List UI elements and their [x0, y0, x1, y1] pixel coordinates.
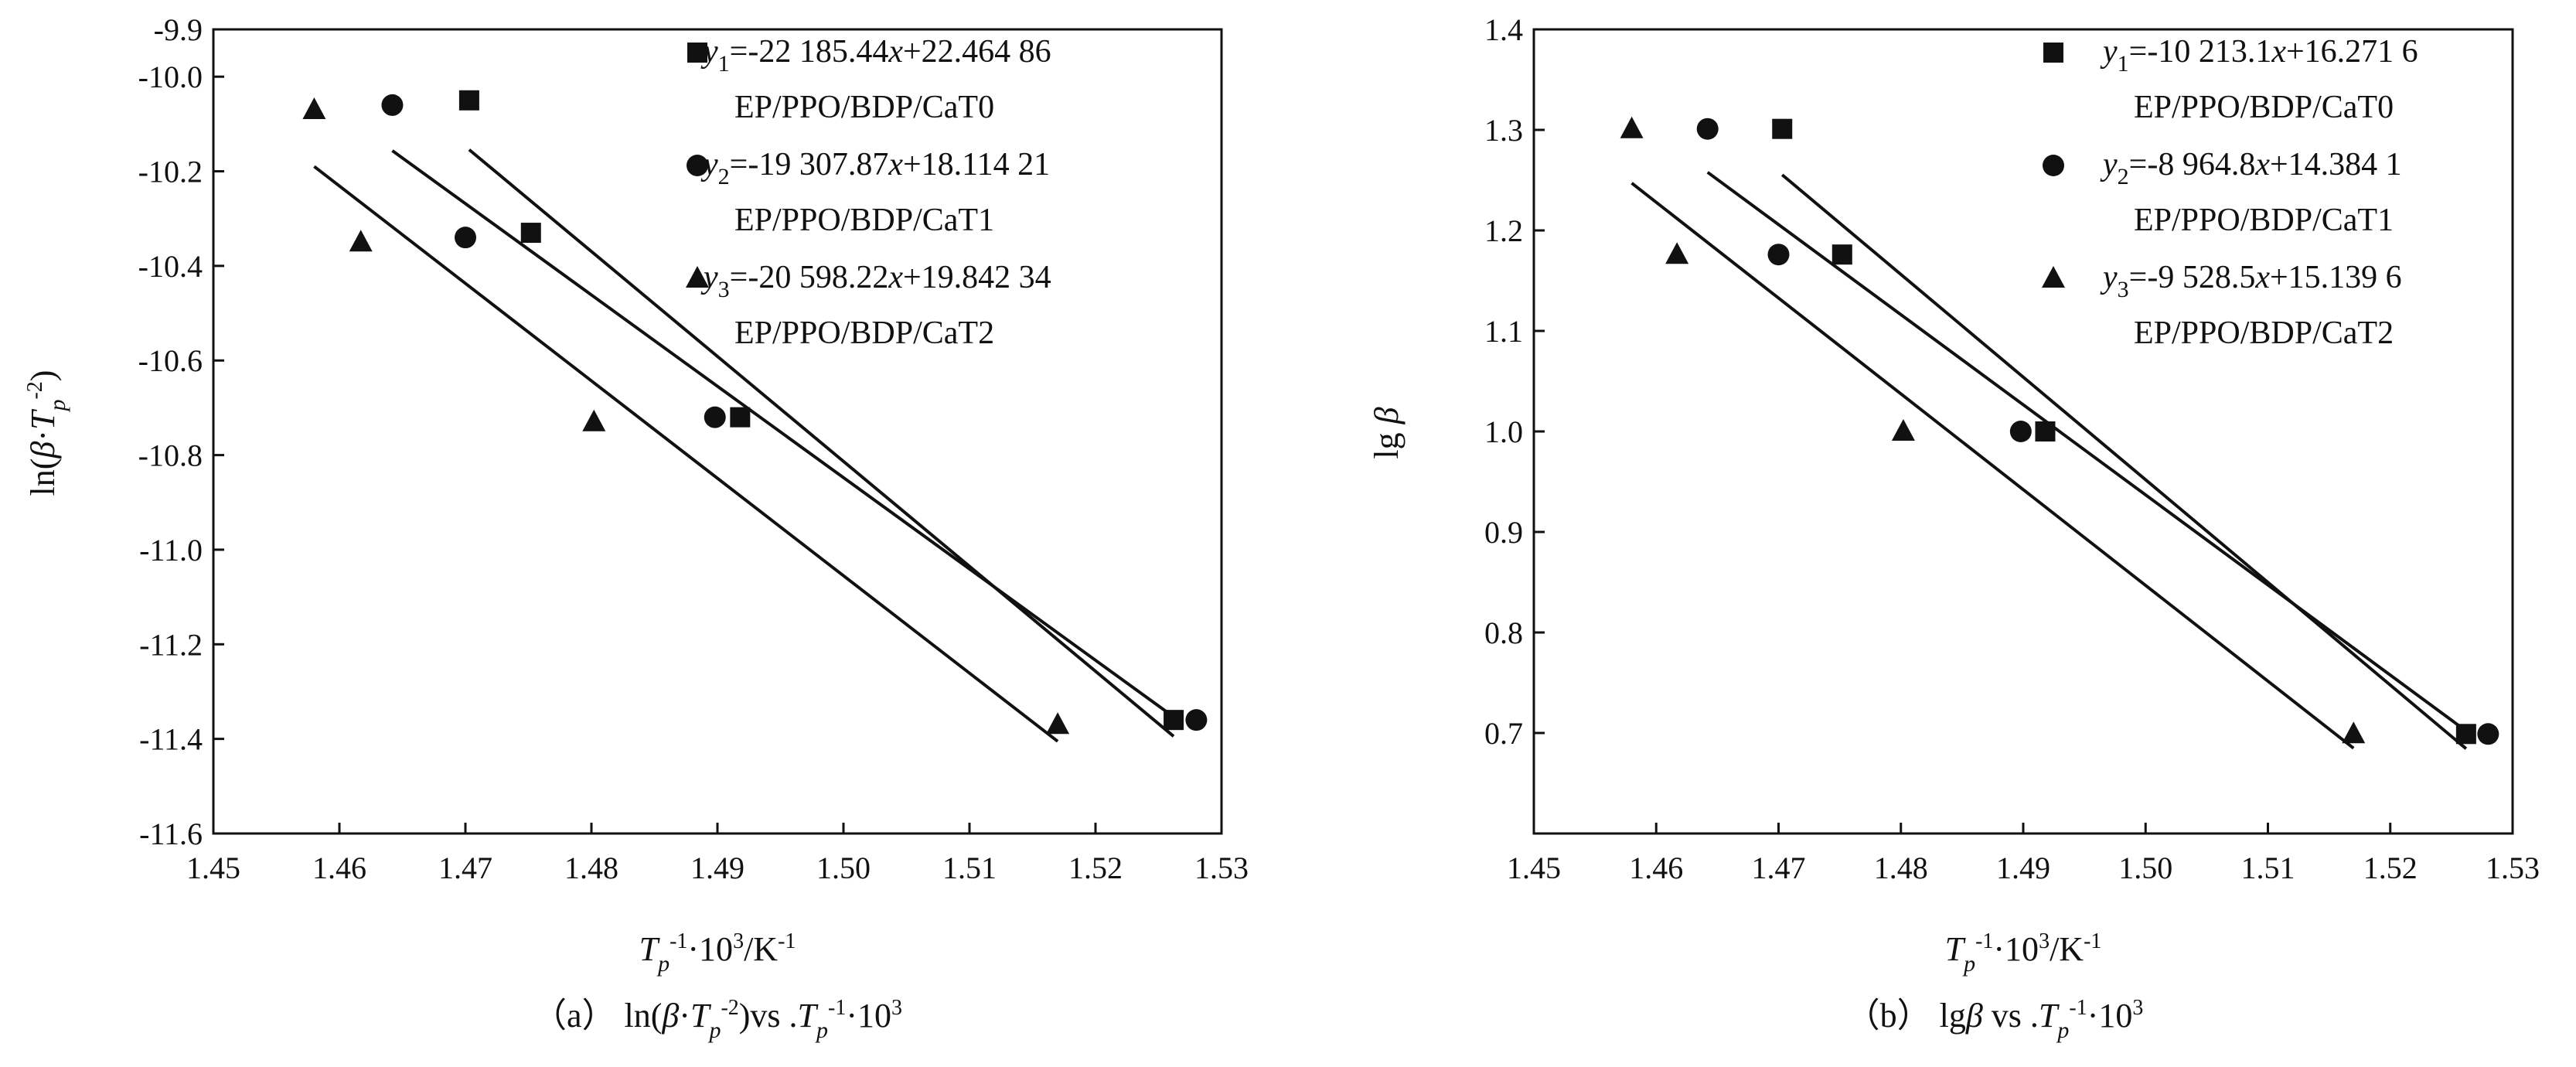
x-tick-label: 1.49: [690, 851, 745, 885]
y-axis-label: ln(β·Tp-2): [23, 370, 70, 496]
panel-caption: （a） ln(β·Tp-2)vs .Tp-1·103: [533, 996, 902, 1043]
x-tick-label: 1.52: [1068, 851, 1123, 885]
y-tick-label: -10.6: [138, 343, 203, 378]
x-tick-label: 1.48: [1874, 851, 1928, 885]
x-axis-label: Tp-1·103/K-1: [1945, 929, 2102, 977]
data-point-series-2: [1696, 118, 1719, 140]
legend-marker-series-2: [687, 155, 708, 176]
fit-line-series-3: [1630, 182, 2355, 750]
data-point-series-3: [1046, 712, 1070, 735]
x-tick-label: 1.45: [186, 851, 240, 885]
x-tick-label: 1.52: [2363, 851, 2418, 885]
y-tick-label: 1.4: [1484, 12, 1523, 47]
legend-equation: y1=-10 213.1x+16.271 6: [2100, 34, 2418, 77]
legend-series-name: EP/PPO/BDP/CaT1: [734, 203, 994, 238]
fit-line-series-2: [1706, 171, 2468, 732]
data-point-series-3: [302, 97, 326, 119]
data-point-series-2: [455, 227, 476, 249]
y-tick-label: 1.0: [1484, 414, 1523, 449]
y-tick-label: -10.2: [138, 155, 203, 189]
fit-line-series-3: [313, 165, 1059, 743]
data-point-series-1: [458, 90, 479, 111]
fit-line-series-1: [1780, 173, 2468, 750]
data-point-series-1: [1831, 244, 1852, 265]
legend-equation: y3=-20 598.22x+19.842 34: [700, 260, 1051, 302]
legend-equation: y1=-22 185.44x+22.464 86: [700, 34, 1051, 77]
data-point-series-2: [2477, 723, 2499, 745]
legend-marker-series-3: [686, 266, 709, 288]
y-tick-label: -11.0: [139, 533, 203, 568]
data-point-series-3: [2342, 721, 2366, 744]
y-axis-label: lg β: [1368, 407, 1406, 459]
panel-b: 1.45 1.46 1.47 1.48 1.49 1.50 1.51 1.52 1.53 1.4 1…: [1368, 12, 2540, 1043]
data-point-series-2: [1767, 244, 1790, 266]
legend-series-name: EP/PPO/BDP/CaT1: [2134, 203, 2394, 238]
legend-equation: y2=-19 307.87x+18.114 21: [700, 147, 1050, 189]
fit-line-series-1: [468, 148, 1175, 738]
x-tick-label: 1.53: [2486, 851, 2540, 885]
data-point-series-2: [381, 94, 404, 116]
legend-series-name: EP/PPO/BDP/CaT2: [734, 315, 994, 351]
fit-line-series-2: [391, 149, 1175, 718]
panel-a: 1.45 1.46 1.47 1.48 1.49 1.50 1.51 1.52 1.53 -9.9…: [23, 12, 1249, 1043]
x-tick-label: 1.51: [2241, 851, 2295, 885]
x-tick-label: 1.47: [1752, 851, 1806, 885]
data-point-series-1: [520, 223, 541, 244]
legend-equation: y2=-8 964.8x+14.384 1: [2100, 147, 2402, 189]
y-tick-label: 0.8: [1484, 615, 1523, 650]
x-tick-label: 1.50: [2118, 851, 2172, 885]
y-tick-label: -10.4: [138, 249, 203, 284]
data-point-series-2: [704, 406, 726, 428]
x-tick-label: 1.50: [816, 851, 871, 885]
data-point-series-3: [582, 409, 606, 431]
x-tick-label: 1.51: [942, 851, 997, 885]
data-point-series-3: [1891, 419, 1915, 441]
x-tick-label: 1.46: [312, 851, 366, 885]
x-tick-label: 1.48: [564, 851, 618, 885]
y-tick-label: -11.2: [139, 627, 203, 662]
legend-series-name: EP/PPO/BDP/CaT0: [2134, 90, 2394, 125]
x-axis-label: Tp-1·103/K-1: [639, 929, 796, 977]
x-tick-label: 1.49: [1996, 851, 2050, 885]
y-tick-label: 1.1: [1484, 314, 1523, 349]
y-tick-label: 1.3: [1484, 113, 1523, 148]
legend-series-name: EP/PPO/BDP/CaT0: [734, 90, 994, 125]
legend-marker-series-3: [2042, 266, 2065, 288]
y-tick-label: -9.9: [154, 12, 203, 47]
legend-marker-series-1: [2043, 43, 2063, 63]
legend-marker-series-2: [2043, 155, 2064, 176]
y-tick-label: -11.6: [139, 816, 203, 851]
legend-series-name: EP/PPO/BDP/CaT2: [2134, 315, 2394, 351]
y-tick-label: 1.2: [1484, 213, 1523, 248]
y-tick-label: -11.4: [139, 722, 203, 757]
x-tick-label: 1.47: [438, 851, 492, 885]
data-point-series-1: [1772, 118, 1793, 139]
legend-marker-series-1: [687, 43, 707, 63]
x-tick-label: 1.45: [1507, 851, 1561, 885]
panel-caption: （b） lgβ vs .Tp-1·103: [1846, 996, 2144, 1043]
data-point-series-2: [1185, 709, 1208, 731]
data-point-series-3: [349, 230, 373, 252]
x-tick-label: 1.46: [1629, 851, 1683, 885]
legend-equation: y3=-9 528.5x+15.139 6: [2100, 260, 2402, 302]
data-point-series-1: [730, 407, 751, 428]
data-point-series-2: [2009, 421, 2032, 442]
x-tick-label: 1.53: [1194, 851, 1249, 885]
y-tick-label: -10.8: [138, 438, 203, 473]
data-point-series-3: [1620, 116, 1644, 138]
y-tick-label: 0.7: [1484, 716, 1523, 751]
y-tick-label: 0.9: [1484, 515, 1523, 550]
data-point-series-3: [1665, 242, 1689, 264]
y-tick-label: -10.0: [138, 60, 203, 94]
